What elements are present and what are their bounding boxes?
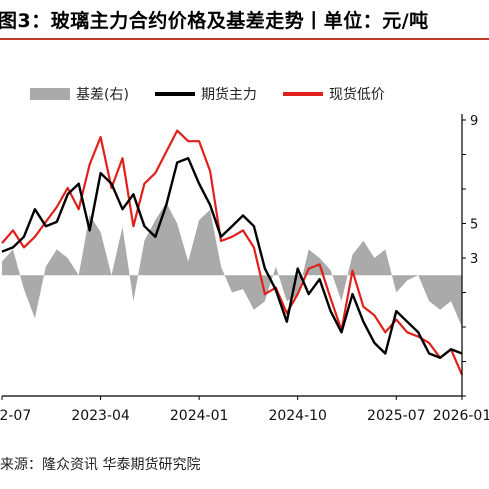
title-divider — [0, 38, 489, 40]
x-tick-label: 2025-07 — [367, 408, 426, 424]
series-basis-area — [2, 202, 462, 327]
x-tick-label: 2023-04 — [71, 408, 130, 424]
chart-legend: 基差(右) 期货主力 现货低价 — [30, 84, 411, 104]
legend-label-basis: 基差(右) — [76, 87, 129, 103]
legend-item-futures: 期货主力 — [154, 84, 257, 104]
x-tick-label: 2024-10 — [268, 408, 327, 424]
x-tick-label: 2024-01 — [170, 408, 229, 424]
chart-title: 图3：玻璃主力合约价格及基差走势丨单位：元/吨 — [0, 10, 429, 32]
legend-swatch-spot — [282, 92, 323, 96]
legend-item-basis: 基差(右) — [30, 84, 129, 104]
legend-swatch-basis — [30, 88, 70, 100]
legend-label-futures: 期货主力 — [200, 87, 257, 103]
x-tick-label: 2022-07 — [0, 408, 31, 424]
series-spot-line — [1, 129, 464, 376]
legend-item-spot: 现货低价 — [282, 84, 385, 104]
legend-swatch-futures — [154, 92, 195, 96]
chart-plot: 2022-07 2023-04 2024-01 2024-10 2025-07 2026-… — [0, 114, 489, 424]
series-futures-line — [1, 157, 463, 360]
y-right-tick-label: 5 — [470, 218, 478, 233]
x-tick-label: 2026-01 — [433, 408, 489, 424]
legend-label-spot: 现货低价 — [328, 87, 385, 103]
y-right-tick-label: 3 — [470, 252, 478, 267]
y-right-tick-label: 9 — [470, 114, 478, 129]
chart-source: 来源：隆众资讯 华泰期货研究院 — [0, 457, 201, 473]
